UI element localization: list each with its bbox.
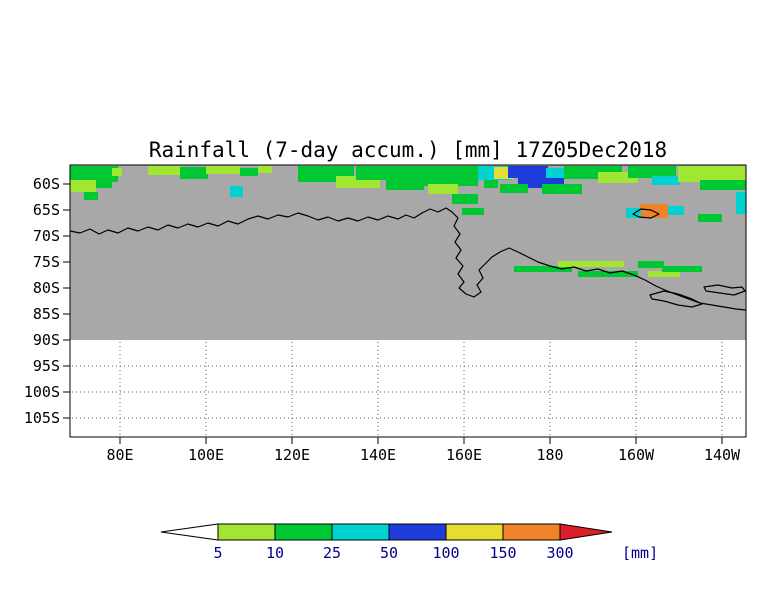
rain-patch: [230, 186, 243, 197]
rain-patch: [628, 166, 676, 178]
y-tick-label: 85S: [33, 305, 60, 323]
rain-patch: [84, 192, 98, 200]
colorbar-tick-label: 100: [432, 544, 459, 562]
colorbar-unit-label: [mm]: [622, 544, 658, 562]
rain-patch: [452, 194, 478, 204]
y-tick-label: 60S: [33, 175, 60, 193]
rain-patch: [420, 166, 478, 186]
colorbar-segment: [445, 523, 504, 541]
rain-patch: [240, 168, 258, 176]
rain-patch: [70, 180, 96, 192]
colorbar-tick-label: 300: [546, 544, 573, 562]
axes-layer: 60S 65S 70S 75S 80S 85S 90S 95S 100S 105S 80E 100E 1…: [24, 175, 741, 464]
coastline-path: [649, 290, 703, 308]
map-gray-region: [70, 165, 746, 340]
rain-patch: [666, 206, 684, 215]
rain-patch: [578, 271, 638, 277]
y-tick-label: 80S: [33, 279, 60, 297]
rain-patch: [558, 261, 624, 267]
rain-patch: [514, 266, 572, 272]
x-tick-label: 100E: [188, 446, 224, 464]
x-tick-label: 160W: [618, 446, 655, 464]
colorbar-left-arrow: [160, 523, 219, 541]
x-tick-label: 180: [536, 446, 563, 464]
plot-title: Rainfall (7-day accum.) [mm] 17Z05Dec201…: [149, 138, 667, 162]
coastline-path: [632, 208, 660, 219]
y-tick-label: 105S: [24, 409, 60, 427]
colorbar-right-arrow: [559, 523, 613, 541]
colorbar-segment: [502, 523, 561, 541]
rain-patch: [462, 208, 484, 215]
rain-patch: [648, 271, 680, 277]
rain-patch: [652, 176, 680, 185]
rainfall-patches: [70, 166, 746, 277]
rain-patch: [700, 180, 746, 190]
colorbar-segment: [388, 523, 447, 541]
rain-patch: [598, 172, 638, 183]
rain-patch: [508, 166, 548, 178]
x-tick-label: 160E: [446, 446, 482, 464]
x-tick-label: 80E: [106, 446, 133, 464]
rain-patch: [386, 178, 424, 190]
rain-patch: [484, 180, 498, 188]
rain-patch: [662, 266, 702, 272]
y-tick-label: 100S: [24, 383, 60, 401]
colorbar-layer: 5 10 25 50 100 150 300 [mm]: [160, 523, 658, 562]
rain-patch: [206, 166, 240, 174]
map-layer: [69, 164, 747, 438]
rain-patch: [698, 214, 722, 222]
rain-patch: [500, 184, 528, 193]
rain-patch: [546, 168, 566, 178]
colorbar-tick-label: 50: [380, 544, 398, 562]
rain-patch: [180, 167, 208, 179]
plot-frame: [69, 164, 747, 438]
rain-patch: [638, 261, 664, 268]
colorbar-segment: [217, 523, 276, 541]
colorbar-segment: [274, 523, 333, 541]
colorbar-tick-label: 5: [213, 544, 222, 562]
rain-patch: [112, 168, 122, 176]
colorbar-tick-label: 10: [266, 544, 284, 562]
coastline-path: [70, 207, 746, 311]
coastline-path: [703, 284, 746, 296]
rain-patch: [678, 166, 746, 182]
rain-patch: [258, 166, 272, 173]
x-tick-label: 120E: [274, 446, 310, 464]
x-tick-label: 140W: [704, 446, 741, 464]
colorbar-tick-label: 150: [489, 544, 516, 562]
rain-patch: [428, 184, 458, 194]
rain-patch: [96, 178, 112, 188]
rain-patch: [736, 192, 746, 214]
y-tick-label: 75S: [33, 253, 60, 271]
y-tick-label: 90S: [33, 331, 60, 349]
y-tick-label: 65S: [33, 201, 60, 219]
colorbar-tick-label: 25: [323, 544, 341, 562]
gridlines-layer: [72, 342, 744, 435]
x-tick-label: 140E: [360, 446, 396, 464]
rain-patch: [542, 184, 582, 194]
rain-patch: [356, 166, 422, 180]
rain-patch: [148, 166, 182, 175]
y-tick-label: 95S: [33, 357, 60, 375]
y-tick-label: 70S: [33, 227, 60, 245]
colorbar-segment: [331, 523, 390, 541]
